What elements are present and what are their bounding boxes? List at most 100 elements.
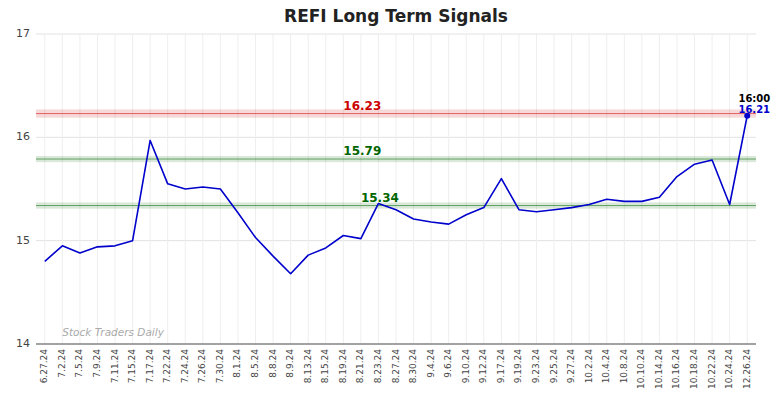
grid-line-x (606, 34, 607, 344)
grid-line-x (97, 34, 98, 344)
grid-line-x (518, 34, 519, 344)
x-tick-label: 10.22.24 (707, 349, 717, 389)
x-tick-label: 7.30.24 (215, 349, 225, 384)
x-tick-label: 10.4.24 (601, 349, 611, 384)
reference-line (36, 159, 756, 160)
grid-line-x (554, 34, 555, 344)
grid-line-x (466, 34, 467, 344)
grid-line-x (202, 34, 203, 344)
grid-line-x (729, 34, 730, 344)
x-tick-label: 8.21.24 (355, 349, 365, 384)
grid (36, 34, 756, 344)
grid-line-x (62, 34, 63, 344)
x-tick-label: 9.19.24 (513, 349, 523, 384)
x-tick-label: 8.23.24 (373, 349, 383, 384)
x-tick-label: 7.9.24 (92, 349, 102, 378)
grid-line-x (589, 34, 590, 344)
grid-line-x (150, 34, 151, 344)
x-tick-label: 9.23.24 (531, 349, 541, 384)
grid-line-x (79, 34, 80, 344)
x-tick-label: 12.26.24 (742, 349, 752, 389)
grid-line-x (501, 34, 502, 344)
grid-line-x (413, 34, 414, 344)
x-tick-label: 10.14.24 (654, 349, 664, 389)
x-tick-label: 7.2.24 (57, 349, 67, 378)
grid-line-x (255, 34, 256, 344)
grid-line-x (536, 34, 537, 344)
x-tick-label: 9.25.24 (549, 349, 559, 384)
grid-line-y (36, 344, 756, 345)
x-tick-label: 9.4.24 (426, 349, 436, 378)
grid-line-x (483, 34, 484, 344)
reference-label: 15.79 (343, 144, 381, 158)
grid-line-x (308, 34, 309, 344)
x-tick-label: 10.8.24 (619, 349, 629, 384)
grid-line-x (431, 34, 432, 344)
x-tick-label: 8.9.24 (285, 349, 295, 378)
x-tick-label: 7.17.24 (145, 349, 155, 384)
x-tick-label: 7.26.24 (197, 349, 207, 384)
plot-area (36, 109, 756, 273)
x-tick-label: 9.17.24 (496, 349, 506, 384)
grid-line-x (115, 34, 116, 344)
x-tick-label: 8.5.24 (250, 349, 260, 378)
x-tick-label: 8.1.24 (232, 349, 242, 378)
reference-line (36, 113, 756, 114)
watermark: Stock Traders Daily (62, 326, 164, 338)
grid-line-x (325, 34, 326, 344)
x-tick-label: 7.15.24 (127, 349, 137, 384)
x-tick-label: 7.5.24 (74, 349, 84, 378)
grid-line-x (676, 34, 677, 344)
x-tick-label: 10.24.24 (724, 349, 734, 389)
grid-line-x (237, 34, 238, 344)
grid-line-x (44, 34, 45, 344)
y-tick-label: 17 (16, 27, 30, 40)
grid-line-x (343, 34, 344, 344)
grid-line-x (396, 34, 397, 344)
x-tick-label: 6.27.24 (39, 349, 49, 384)
x-tick-label: 7.11.24 (110, 349, 120, 384)
grid-line-x (132, 34, 133, 344)
x-tick-label: 7.24.24 (180, 349, 190, 384)
grid-line-x (624, 34, 625, 344)
x-tick-label: 9.6.24 (443, 349, 453, 378)
x-tick-label: 10.2.24 (584, 349, 594, 384)
grid-line-x (641, 34, 642, 344)
x-tick-label: 9.27.24 (566, 349, 576, 384)
grid-line-x (273, 34, 274, 344)
y-tick-label: 14 (16, 337, 30, 350)
grid-line-x (448, 34, 449, 344)
grid-line-x (571, 34, 572, 344)
x-tick-label: 10.16.24 (671, 349, 681, 389)
grid-line-x (747, 34, 748, 344)
x-tick-label: 10.18.24 (689, 349, 699, 389)
y-tick-label: 16 (16, 130, 30, 143)
annotation: 16:00 (738, 93, 770, 104)
x-tick-label: 9.12.24 (478, 349, 488, 384)
x-tick-label: 8.19.24 (338, 349, 348, 384)
reference-band (36, 156, 756, 162)
grid-line-x (659, 34, 660, 344)
reference-label: 16.23 (343, 99, 381, 113)
x-tick-label: 9.10.24 (461, 349, 471, 384)
grid-line-x (167, 34, 168, 344)
reference-band (36, 109, 756, 117)
grid-line-x (378, 34, 379, 344)
title: REFI Long Term Signals (284, 6, 508, 26)
annotation: 16.21 (738, 104, 770, 115)
grid-line-x (712, 34, 713, 344)
grid-line-x (694, 34, 695, 344)
reference-line (36, 205, 756, 206)
x-axis-line (36, 343, 756, 344)
series-line (45, 116, 747, 274)
grid-line-x (360, 34, 361, 344)
x-tick-label: 8.15.24 (320, 349, 330, 384)
x-tick-label: 7.22.24 (162, 349, 172, 384)
x-tick-label: 8.13.24 (303, 349, 313, 384)
x-tick-label: 8.8.24 (268, 349, 278, 378)
grid-line-x (290, 34, 291, 344)
x-tick-label: 8.30.24 (408, 349, 418, 384)
chart: REFI Long Term Signals141516176.27.247.2… (0, 0, 784, 398)
reference-label: 15.34 (361, 191, 399, 205)
x-tick-label: 8.27.24 (391, 349, 401, 384)
